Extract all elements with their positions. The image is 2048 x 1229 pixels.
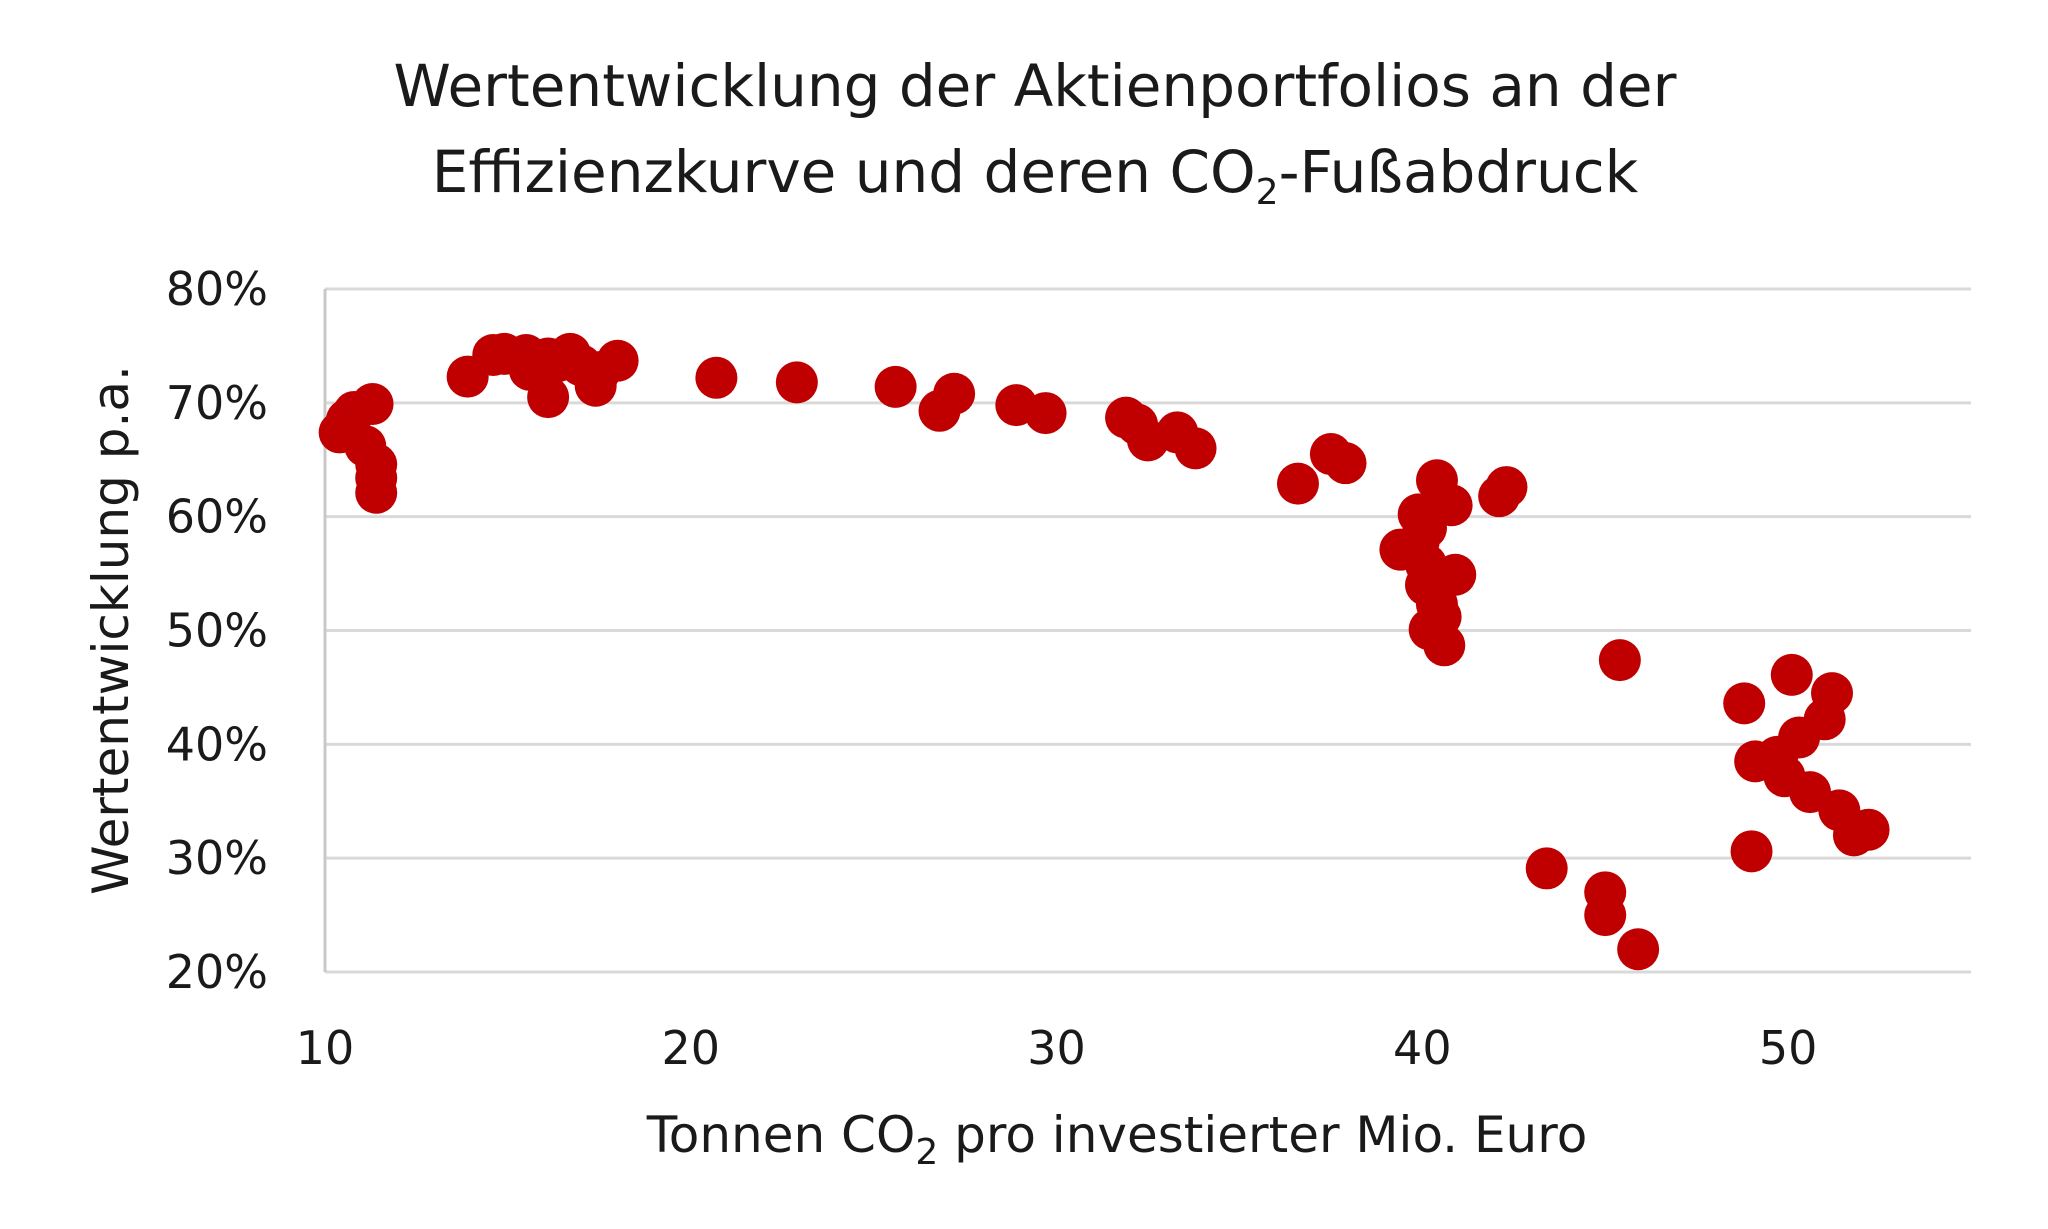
y-tick-label: 40% xyxy=(166,717,268,771)
data-point xyxy=(1276,462,1319,505)
chart-title-line1: Wertentwicklung der Aktienportfolios an … xyxy=(394,52,1677,120)
y-tick-label: 70% xyxy=(166,376,268,430)
data-point xyxy=(1617,928,1660,971)
x-tick-label: 40 xyxy=(1393,1021,1452,1075)
data-point xyxy=(351,382,394,425)
x-axis-label: Tonnen CO2 pro investierter Mio. Euro xyxy=(646,1106,1588,1173)
y-tick-label: 20% xyxy=(166,945,268,999)
y-tick-label: 60% xyxy=(166,490,268,544)
data-point xyxy=(1485,466,1528,509)
data-point xyxy=(933,372,976,415)
data-point xyxy=(1730,830,1773,873)
data-point xyxy=(1430,484,1473,527)
x-tick-label: 50 xyxy=(1759,1021,1818,1075)
data-point xyxy=(527,376,570,419)
data-point xyxy=(1770,653,1813,696)
data-point xyxy=(355,471,398,514)
data-point xyxy=(1024,392,1067,435)
y-tick-label: 80% xyxy=(166,262,268,316)
x-tick-labels: 10 20 30 40 50 xyxy=(296,1021,1818,1075)
data-point xyxy=(695,356,738,399)
y-tick-label: 50% xyxy=(166,604,268,658)
data-point xyxy=(1598,639,1641,682)
data-point xyxy=(1423,624,1466,667)
data-point xyxy=(775,361,818,404)
data-point xyxy=(1434,553,1477,596)
data-point xyxy=(596,339,639,382)
data-points xyxy=(318,332,1890,971)
data-point xyxy=(1525,847,1568,890)
data-point xyxy=(1811,672,1854,715)
y-axis-label: Wertentwicklung p.a. xyxy=(82,365,140,895)
y-tick-label: 30% xyxy=(166,831,268,885)
y-tick-labels: 20% 30% 40% 50% 60% 70% 80% xyxy=(166,262,268,999)
gridlines xyxy=(325,287,1971,974)
data-point xyxy=(874,365,917,408)
data-point xyxy=(1324,442,1367,485)
data-point xyxy=(1584,894,1627,937)
chart-title-line2: Effizienzkurve und deren CO2-Fußabdruck xyxy=(432,138,1639,213)
x-tick-label: 10 xyxy=(296,1021,355,1075)
data-point xyxy=(1723,682,1766,725)
x-tick-label: 20 xyxy=(662,1021,721,1075)
data-point xyxy=(1174,427,1217,470)
x-tick-label: 30 xyxy=(1027,1021,1086,1075)
data-point xyxy=(1847,808,1890,851)
